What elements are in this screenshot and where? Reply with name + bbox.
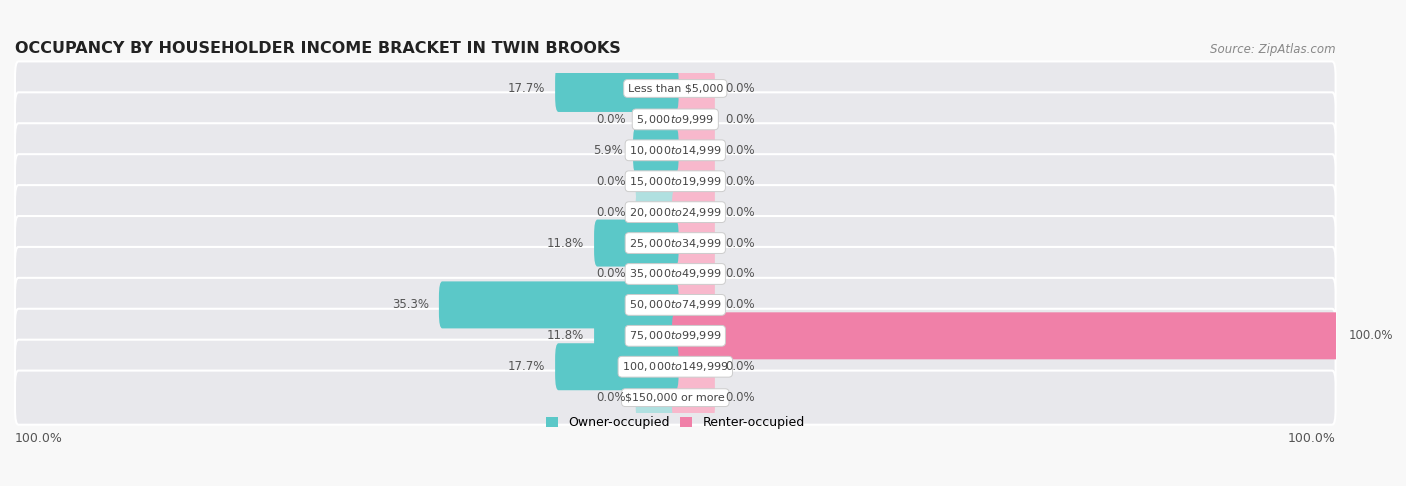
Text: 11.8%: 11.8% <box>547 330 583 342</box>
Text: 100.0%: 100.0% <box>1348 330 1393 342</box>
FancyBboxPatch shape <box>672 374 714 421</box>
Text: 0.0%: 0.0% <box>596 113 626 126</box>
FancyBboxPatch shape <box>672 343 714 390</box>
Text: 5.9%: 5.9% <box>593 144 623 157</box>
FancyBboxPatch shape <box>672 96 714 143</box>
Text: 0.0%: 0.0% <box>596 267 626 280</box>
FancyBboxPatch shape <box>15 278 1336 332</box>
FancyBboxPatch shape <box>15 216 1336 270</box>
Text: Source: ZipAtlas.com: Source: ZipAtlas.com <box>1211 43 1336 56</box>
Text: 0.0%: 0.0% <box>725 298 755 312</box>
Text: 0.0%: 0.0% <box>725 267 755 280</box>
Text: 17.7%: 17.7% <box>508 82 546 95</box>
FancyBboxPatch shape <box>555 65 679 112</box>
Text: 35.3%: 35.3% <box>392 298 429 312</box>
FancyBboxPatch shape <box>636 189 679 236</box>
Text: 0.0%: 0.0% <box>596 175 626 188</box>
Text: 11.8%: 11.8% <box>547 237 583 250</box>
FancyBboxPatch shape <box>636 374 679 421</box>
FancyBboxPatch shape <box>636 96 679 143</box>
Text: $20,000 to $24,999: $20,000 to $24,999 <box>628 206 721 219</box>
Text: $5,000 to $9,999: $5,000 to $9,999 <box>636 113 714 126</box>
Text: 0.0%: 0.0% <box>725 237 755 250</box>
Text: 0.0%: 0.0% <box>725 391 755 404</box>
FancyBboxPatch shape <box>15 340 1336 394</box>
Text: $25,000 to $34,999: $25,000 to $34,999 <box>628 237 721 250</box>
FancyBboxPatch shape <box>555 343 679 390</box>
FancyBboxPatch shape <box>636 250 679 297</box>
FancyBboxPatch shape <box>636 158 679 205</box>
FancyBboxPatch shape <box>15 309 1336 363</box>
Text: $10,000 to $14,999: $10,000 to $14,999 <box>628 144 721 157</box>
FancyBboxPatch shape <box>672 281 714 329</box>
FancyBboxPatch shape <box>15 61 1336 116</box>
Text: 0.0%: 0.0% <box>725 144 755 157</box>
Text: $75,000 to $99,999: $75,000 to $99,999 <box>628 330 721 342</box>
Text: $50,000 to $74,999: $50,000 to $74,999 <box>628 298 721 312</box>
Text: 0.0%: 0.0% <box>596 391 626 404</box>
Text: 100.0%: 100.0% <box>1288 432 1336 445</box>
Text: 17.7%: 17.7% <box>508 360 546 373</box>
FancyBboxPatch shape <box>672 65 714 112</box>
Text: $35,000 to $49,999: $35,000 to $49,999 <box>628 267 721 280</box>
FancyBboxPatch shape <box>672 250 714 297</box>
FancyBboxPatch shape <box>672 220 714 266</box>
FancyBboxPatch shape <box>595 312 679 359</box>
Text: 0.0%: 0.0% <box>725 360 755 373</box>
FancyBboxPatch shape <box>633 127 679 174</box>
Text: 0.0%: 0.0% <box>596 206 626 219</box>
Text: 0.0%: 0.0% <box>725 206 755 219</box>
Text: $150,000 or more: $150,000 or more <box>626 393 725 403</box>
Text: 0.0%: 0.0% <box>725 113 755 126</box>
FancyBboxPatch shape <box>15 92 1336 146</box>
Text: 0.0%: 0.0% <box>725 175 755 188</box>
FancyBboxPatch shape <box>15 247 1336 301</box>
FancyBboxPatch shape <box>672 158 714 205</box>
Text: $100,000 to $149,999: $100,000 to $149,999 <box>621 360 728 373</box>
Text: Less than $5,000: Less than $5,000 <box>627 84 723 93</box>
Text: 100.0%: 100.0% <box>15 432 63 445</box>
Legend: Owner-occupied, Renter-occupied: Owner-occupied, Renter-occupied <box>541 411 810 434</box>
FancyBboxPatch shape <box>672 312 1339 359</box>
FancyBboxPatch shape <box>672 189 714 236</box>
FancyBboxPatch shape <box>15 123 1336 177</box>
FancyBboxPatch shape <box>439 281 679 329</box>
FancyBboxPatch shape <box>672 127 714 174</box>
Text: 0.0%: 0.0% <box>725 82 755 95</box>
FancyBboxPatch shape <box>595 220 679 266</box>
Text: OCCUPANCY BY HOUSEHOLDER INCOME BRACKET IN TWIN BROOKS: OCCUPANCY BY HOUSEHOLDER INCOME BRACKET … <box>15 41 621 56</box>
FancyBboxPatch shape <box>15 185 1336 239</box>
Text: $15,000 to $19,999: $15,000 to $19,999 <box>628 175 721 188</box>
FancyBboxPatch shape <box>15 371 1336 425</box>
FancyBboxPatch shape <box>15 154 1336 208</box>
